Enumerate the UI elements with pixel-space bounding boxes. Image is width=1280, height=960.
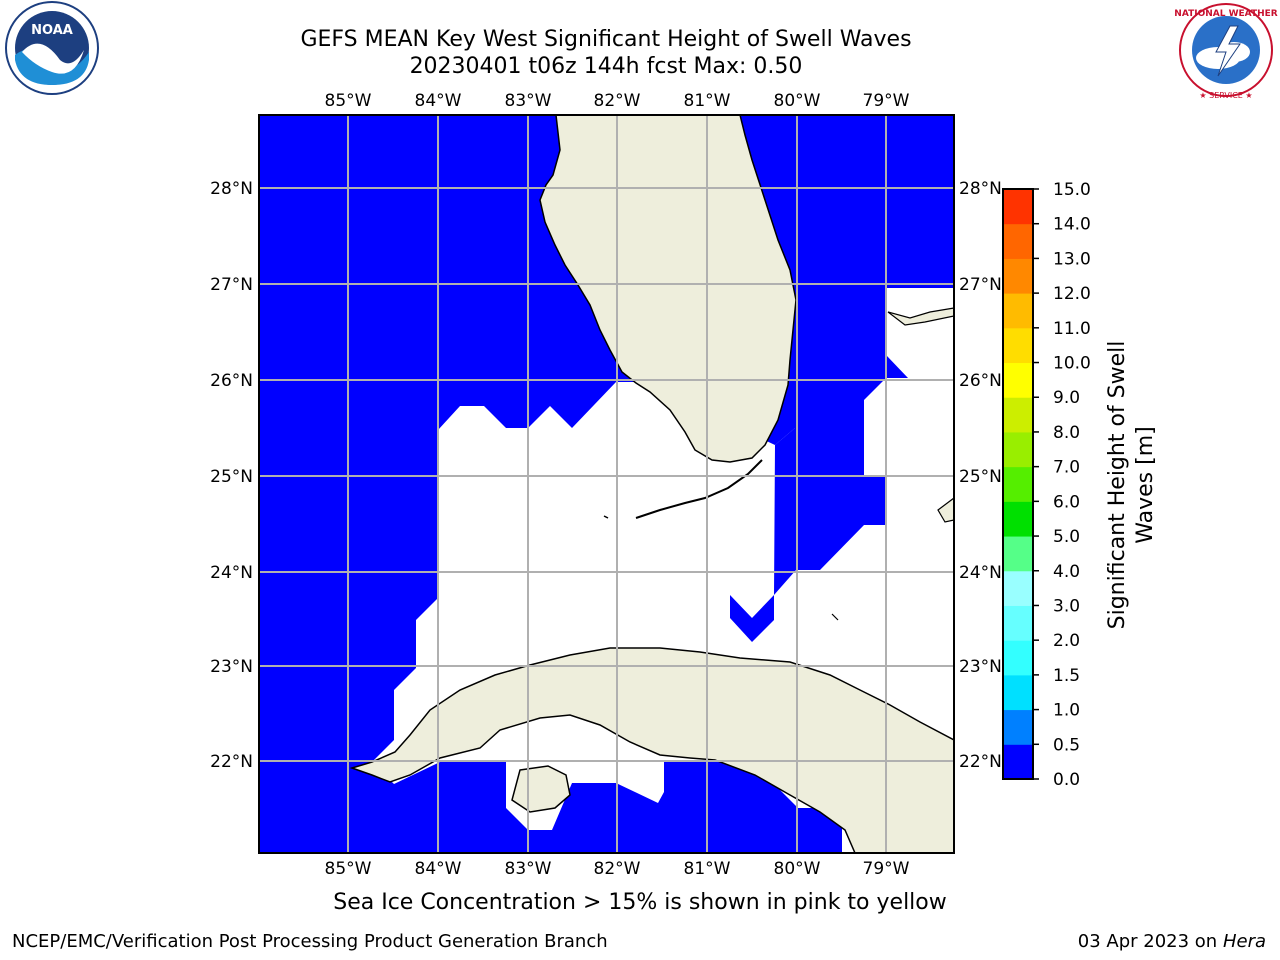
colorbar-segment bbox=[1003, 362, 1033, 398]
colorbar-tick-label: 1.5 bbox=[1053, 666, 1080, 686]
lon-label-top: 81°W bbox=[684, 91, 731, 111]
footer-date-text: 03 Apr 2023 on bbox=[1077, 931, 1223, 952]
lat-label-right: 27°N bbox=[959, 275, 1002, 295]
colorbar-tick-label: 9.0 bbox=[1053, 388, 1080, 408]
lat-label-left: 22°N bbox=[210, 752, 253, 772]
lon-label-bottom: 82°W bbox=[594, 859, 641, 879]
lon-label-bottom: 79°W bbox=[863, 859, 910, 879]
colorbar-tick-label: 3.0 bbox=[1053, 596, 1080, 616]
colorbar-segment bbox=[1003, 640, 1033, 676]
footer-date: 03 Apr 2023 on Hera bbox=[1078, 931, 1266, 952]
nws-logo-icon: NATIONAL WEATHER ★ SERVICE ★ bbox=[1174, 3, 1278, 100]
lon-label-top: 79°W bbox=[863, 91, 910, 111]
lon-label-top: 82°W bbox=[594, 91, 641, 111]
colorbar-segment bbox=[1003, 605, 1033, 641]
colorbar-tick-label: 12.0 bbox=[1053, 284, 1091, 304]
lat-label-right: 24°N bbox=[959, 563, 1002, 583]
dry-tortugas bbox=[603, 515, 609, 519]
colorbar-tick-label: 0.0 bbox=[1053, 770, 1080, 790]
blue-patch-ne bbox=[908, 262, 954, 288]
lat-label-right: 28°N bbox=[959, 179, 1002, 199]
colorbar-segment bbox=[1003, 431, 1033, 468]
cay-sal bbox=[831, 613, 839, 621]
colorbar-segment bbox=[1003, 293, 1033, 329]
lon-label-top: 83°W bbox=[505, 91, 552, 111]
colorbar-segment bbox=[1003, 258, 1033, 294]
colorbar-frame bbox=[1002, 188, 1034, 780]
blue-patch-south bbox=[730, 595, 774, 642]
colorbar-segment bbox=[1003, 397, 1033, 433]
colorbar-tick-label: 15.0 bbox=[1053, 180, 1091, 200]
map-panel bbox=[259, 114, 955, 854]
lat-label-right: 23°N bbox=[959, 657, 1002, 677]
colorbar-segment bbox=[1003, 189, 1033, 225]
lat-label-left: 28°N bbox=[210, 179, 253, 199]
lon-label-top: 84°W bbox=[415, 91, 462, 111]
colorbar-segment bbox=[1003, 501, 1033, 537]
colorbar-tick-label: 10.0 bbox=[1053, 354, 1091, 374]
lat-label-left: 26°N bbox=[210, 371, 253, 391]
colorbar-segment bbox=[1003, 674, 1033, 711]
lon-label-bottom: 83°W bbox=[505, 859, 552, 879]
colorbar-segment bbox=[1003, 466, 1033, 502]
lon-label-top: 85°W bbox=[325, 91, 372, 111]
colorbar-tick-label: 8.0 bbox=[1053, 423, 1080, 443]
lat-label-right: 26°N bbox=[959, 371, 1002, 391]
colorbar-tick-label: 13.0 bbox=[1053, 249, 1091, 269]
lat-label-right: 22°N bbox=[959, 752, 1002, 772]
florida-land bbox=[539, 114, 797, 463]
colorbar-segment bbox=[1003, 327, 1033, 364]
colorbar-tick-label: 14.0 bbox=[1053, 215, 1091, 235]
lon-label-bottom: 80°W bbox=[774, 859, 821, 879]
lon-label-top: 80°W bbox=[774, 91, 821, 111]
colorbar-tick-label: 4.0 bbox=[1053, 562, 1080, 582]
footer-credit: NCEP/EMC/Verification Post Processing Pr… bbox=[12, 931, 608, 952]
colorbar-segment bbox=[1003, 709, 1033, 745]
svg-text:NOAA: NOAA bbox=[31, 23, 73, 38]
sea-ice-caption: Sea Ice Concentration > 15% is shown in … bbox=[333, 890, 947, 915]
lat-label-left: 25°N bbox=[210, 467, 253, 487]
svg-text:NATIONAL WEATHER: NATIONAL WEATHER bbox=[1174, 9, 1277, 19]
noaa-logo-icon: NOAA bbox=[5, 1, 99, 95]
colorbar-tick-label: 2.0 bbox=[1053, 631, 1080, 651]
lat-label-left: 23°N bbox=[210, 657, 253, 677]
colorbar-segment bbox=[1003, 223, 1033, 259]
colorbar-label-line2: Waves [m] bbox=[1133, 426, 1158, 543]
map-frame bbox=[258, 114, 955, 854]
colorbar-tick-label: 5.0 bbox=[1053, 527, 1080, 547]
footer-host: Hera bbox=[1222, 931, 1266, 952]
colorbar-segment bbox=[1003, 536, 1033, 572]
colorbar-tick-label: 0.5 bbox=[1053, 735, 1080, 755]
colorbar-tick-label: 11.0 bbox=[1053, 319, 1091, 339]
lon-label-bottom: 84°W bbox=[415, 859, 462, 879]
colorbar-label-line1: Significant Height of Swell bbox=[1105, 341, 1130, 630]
colorbar-tick-label: 7.0 bbox=[1053, 458, 1080, 478]
lat-label-left: 27°N bbox=[210, 275, 253, 295]
blue-patch-keys bbox=[774, 378, 886, 595]
lat-label-left: 24°N bbox=[210, 563, 253, 583]
colorbar bbox=[1003, 189, 1033, 780]
chart-title: GEFS MEAN Key West Significant Height of… bbox=[300, 27, 912, 52]
isla-juventud-land bbox=[511, 765, 571, 813]
colorbar-segment bbox=[1003, 570, 1033, 606]
lat-label-right: 25°N bbox=[959, 467, 1002, 487]
lon-label-bottom: 81°W bbox=[684, 859, 731, 879]
colorbar-tick-label: 6.0 bbox=[1053, 492, 1080, 512]
svg-text:★ SERVICE ★: ★ SERVICE ★ bbox=[1199, 91, 1252, 100]
chart-subtitle: 20230401 t06z 144h fcst Max: 0.50 bbox=[409, 54, 803, 79]
colorbar-tick-labels: 0.0 0.5 1.0 1.5 2.0 3.0 4.0 5.0 6.0 7.0 8.0 9.0 10.0… bbox=[1033, 180, 1091, 790]
colorbar-segment bbox=[1003, 744, 1033, 780]
florida-keys bbox=[635, 459, 763, 519]
map-gridlines bbox=[259, 115, 954, 853]
colorbar-tick-label: 1.0 bbox=[1053, 701, 1080, 721]
lon-label-bottom: 85°W bbox=[325, 859, 372, 879]
